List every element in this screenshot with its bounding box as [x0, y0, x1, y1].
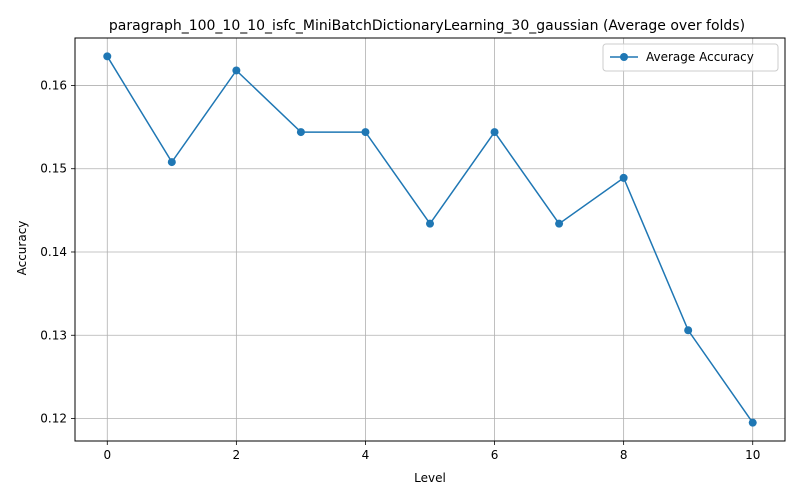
- data-point: [490, 128, 499, 137]
- data-point: [748, 418, 757, 427]
- data-point: [555, 219, 564, 228]
- x-tick-label: 10: [745, 448, 760, 462]
- data-point: [167, 158, 176, 167]
- data-point: [361, 128, 370, 137]
- legend-marker: [620, 53, 628, 61]
- x-tick-label: 4: [362, 448, 370, 462]
- data-point: [619, 173, 628, 182]
- data-point: [232, 66, 241, 75]
- x-axis-label: Level: [414, 471, 446, 485]
- legend-box: [602, 43, 779, 72]
- series-layer: [103, 52, 757, 427]
- x-tick-label: 6: [491, 448, 499, 462]
- legend: Average Accuracy: [602, 43, 779, 72]
- y-tick-label: 0.15: [40, 162, 67, 176]
- x-tick-label: 8: [620, 448, 628, 462]
- x-tick-label: 0: [103, 448, 111, 462]
- x-axis-ticks: 0 2 4 6 8 10: [103, 441, 760, 462]
- x-tick-label: 2: [233, 448, 241, 462]
- data-point: [684, 326, 693, 335]
- y-tick-label: 0.13: [40, 328, 67, 342]
- y-axis-ticks: 0.12 0.13 0.14 0.15 0.16: [40, 78, 75, 426]
- y-tick-label: 0.14: [40, 245, 67, 259]
- y-tick-label: 0.12: [40, 412, 67, 426]
- y-tick-label: 0.16: [40, 78, 67, 92]
- chart-title: paragraph_100_10_10_isfc_MiniBatchDictio…: [109, 18, 745, 34]
- data-point: [103, 52, 112, 61]
- data-point: [296, 128, 305, 137]
- grid: [75, 38, 785, 441]
- legend-label: Average Accuracy: [646, 50, 754, 64]
- data-point: [426, 219, 434, 228]
- y-axis-label: Accuracy: [15, 221, 29, 276]
- plot-frame: [74, 37, 786, 442]
